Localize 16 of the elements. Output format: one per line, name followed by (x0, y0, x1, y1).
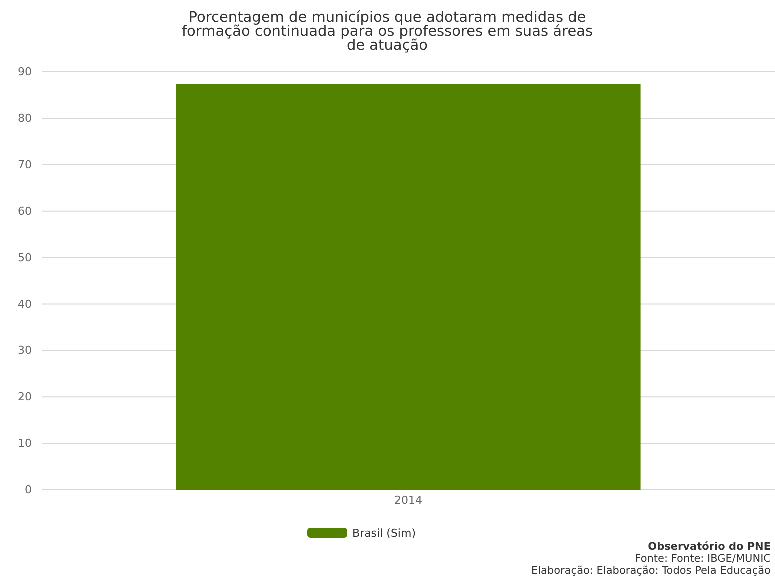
y-tick-label: 20 (18, 390, 32, 404)
y-tick-label: 30 (18, 344, 32, 358)
y-tick-label: 90 (18, 66, 32, 79)
y-tick-label: 70 (18, 158, 32, 172)
chart-title: Porcentagem de municípios que adotaram medidas de formação continuada para os professores em suas áreas de atuação (182, 10, 594, 54)
text: Elaboração: Elaboração: Todos Pela Educação (531, 565, 771, 577)
text: Observatório do PNE (648, 541, 771, 553)
y-tick-label: 80 (18, 112, 32, 125)
y-tick-label: 60 (18, 204, 32, 218)
y-tick-label: 0 (25, 484, 32, 497)
legend-label: Brasil (Sim) (352, 527, 416, 540)
y-tick-label: 10 (18, 437, 32, 450)
y-tick-label: 50 (18, 251, 32, 264)
x-tick-label: 2014 (394, 494, 422, 507)
source-note: Fonte: Fonte: IBGE/MUNIC (635, 553, 771, 565)
y-tick-label: 40 (18, 298, 32, 311)
